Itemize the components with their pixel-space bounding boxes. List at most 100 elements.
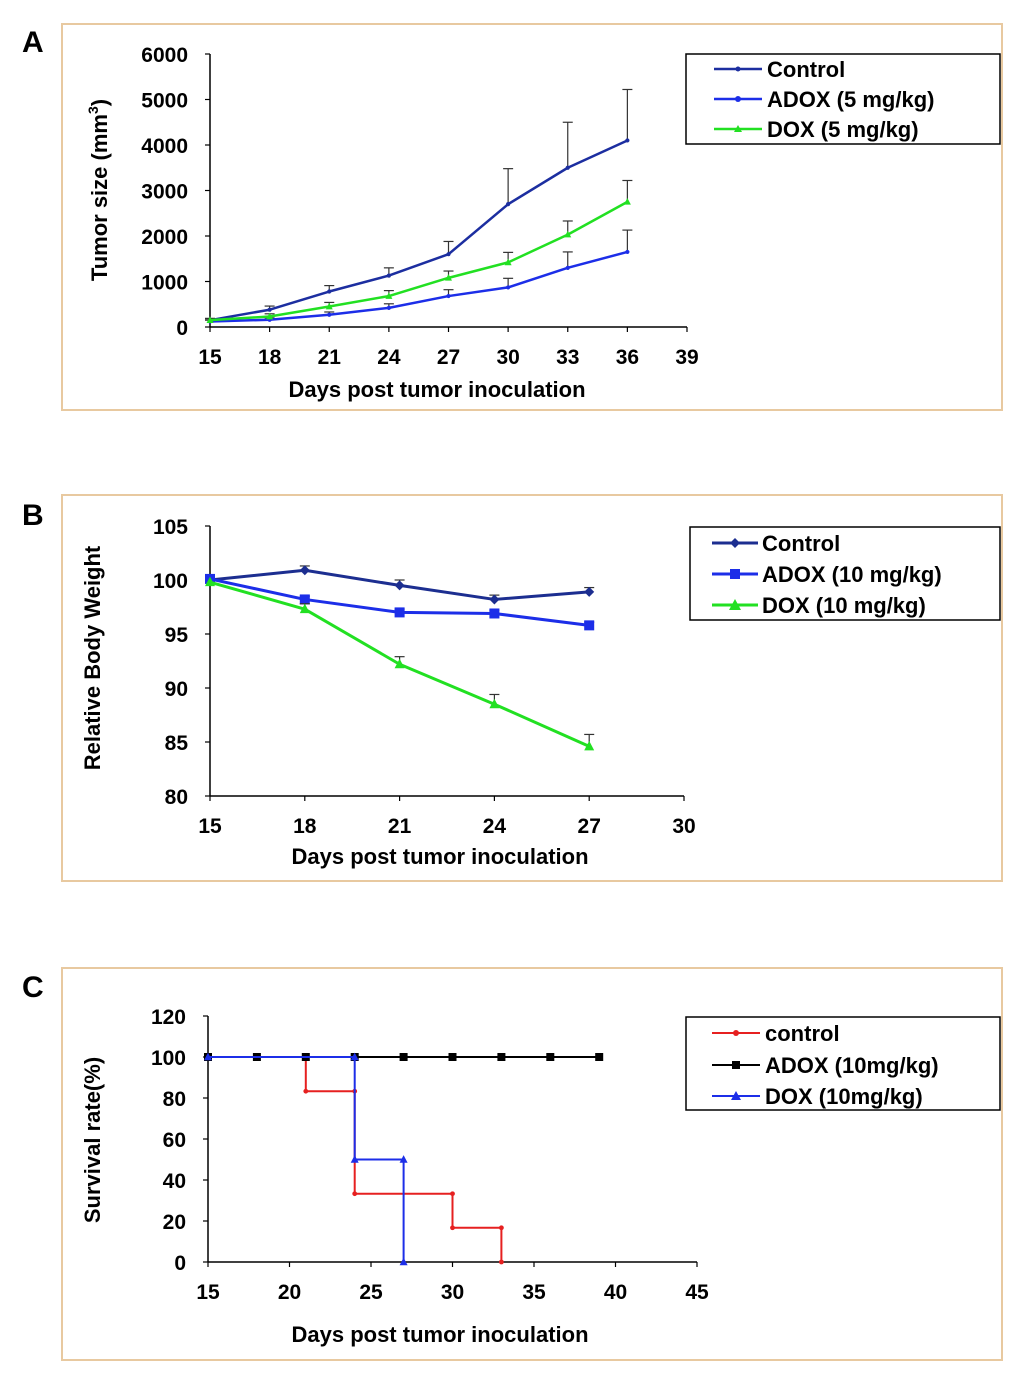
x-tick-label: 20: [278, 1281, 301, 1304]
point-control: [499, 1225, 504, 1231]
point-dox: [350, 1052, 359, 1061]
x-tick-label: 27: [578, 815, 601, 838]
point-adox: [497, 1053, 506, 1061]
x-tick-label: 33: [556, 346, 579, 369]
point-adox: [394, 607, 405, 618]
point-dox: [399, 1155, 408, 1163]
legend-b-label-dox: DOX (10 mg/kg): [762, 593, 926, 618]
point-control: [327, 289, 332, 294]
y-tick-label: 3000: [141, 181, 188, 204]
point-dox: [204, 1052, 212, 1061]
point-dox: [385, 292, 393, 299]
y-tick-label: 105: [153, 516, 188, 539]
y-tick-label: 4000: [141, 135, 188, 158]
point-adox: [386, 305, 391, 310]
point-control: [352, 1191, 358, 1197]
legend-a-marker-dox: [734, 125, 742, 132]
point-control: [303, 1088, 309, 1094]
panel-a-ylabel-sup: 3: [85, 106, 101, 114]
panel-a-letter: A: [22, 26, 44, 59]
panel-c-frame: [61, 967, 1003, 1361]
point-adox: [625, 249, 630, 255]
y-tick-label: 100: [153, 570, 188, 593]
panel-a-plot: 15 18 21 24 27 30 33 36 39 0 1000 2000 3000 4000 5000 6…: [141, 44, 698, 369]
point-dox: [489, 698, 500, 709]
legend-c-marker-dox: [731, 1091, 741, 1100]
point-dox: [350, 1155, 359, 1163]
legend-b-marker-adox: [730, 569, 740, 579]
y-tick-label: 40: [163, 1170, 186, 1193]
legend-a-label-adox: ADOX (5 mg/kg): [767, 87, 934, 112]
point-dox: [564, 230, 572, 238]
y-tick-label: 5000: [141, 90, 188, 113]
x-tick-label: 18: [258, 346, 282, 369]
panel-a-xlabel: Days post tumor inoculation: [288, 377, 585, 402]
y-tick-label: 95: [165, 624, 189, 647]
legend-c-marker-adox: [732, 1061, 740, 1069]
point-control: [584, 586, 595, 597]
x-tick-label: 30: [496, 346, 519, 369]
point-control: [499, 1259, 504, 1265]
point-control: [267, 307, 272, 312]
legend-b-label-adox: ADOX (10 mg/kg): [762, 562, 942, 587]
panel-c-xlabel: Days post tumor inoculation: [291, 1322, 588, 1347]
y-tick-label: 1000: [141, 272, 188, 295]
x-tick-label: 45: [685, 1281, 709, 1304]
x-tick-label: 36: [616, 346, 639, 369]
legend-a-marker-adox: [735, 96, 741, 102]
point-adox: [448, 1053, 457, 1061]
point-dox: [299, 603, 310, 614]
legend-b-marker-dox: [729, 599, 741, 610]
panel-a-frame: [61, 23, 1003, 411]
panel-b-frame: [61, 494, 1003, 882]
point-dox: [445, 274, 452, 281]
panel-b-letter: B: [22, 499, 44, 532]
x-tick-label: 15: [198, 346, 222, 369]
y-tick-label: 6000: [141, 44, 188, 67]
point-adox: [446, 293, 451, 299]
panel-c-legend: control ADOX (10mg/kg) DOX (10mg/kg): [685, 1016, 1001, 1111]
point-control: [446, 252, 451, 257]
panel-b: B 15 18 21 24 27 30 80 85 90 95 100 105 Days post t…: [22, 494, 1003, 882]
x-tick-label: 35: [522, 1281, 546, 1304]
panel-c-ylabel: Survival rate(%): [80, 1057, 105, 1223]
point-dox: [623, 198, 631, 205]
x-tick-label: 21: [318, 346, 342, 369]
panel-a-legend: Control ADOX (5 mg/kg) DOX (5 mg/kg): [685, 53, 1001, 145]
point-control: [489, 594, 500, 605]
x-tick-label: 27: [437, 346, 460, 369]
series-line-control: [209, 139, 628, 322]
panel-a-ylabel: Tumor size (mm3): [85, 99, 112, 281]
x-tick-label: 24: [377, 346, 401, 369]
point-dox: [266, 312, 274, 320]
point-dox: [584, 740, 595, 751]
point-control: [506, 202, 511, 207]
x-tick-label: 30: [441, 1281, 464, 1304]
point-adox: [595, 1053, 604, 1061]
x-tick-label: 18: [293, 815, 317, 838]
y-tick-label: 20: [163, 1211, 186, 1234]
point-control: [394, 580, 405, 591]
series-line-adox: [209, 250, 628, 323]
point-control: [450, 1225, 455, 1231]
point-adox: [399, 1053, 408, 1061]
y-tick-label: 2000: [141, 226, 188, 249]
point-dox: [325, 302, 333, 310]
point-dox: [504, 258, 512, 266]
point-adox: [565, 265, 570, 270]
panel-b-legend: Control ADOX (10 mg/kg) DOX (10 mg/kg): [689, 526, 1001, 621]
y-tick-label: 90: [165, 678, 188, 701]
legend-a-marker-control: [735, 66, 741, 72]
x-tick-label: 40: [604, 1281, 627, 1304]
y-tick-label: 100: [151, 1047, 186, 1070]
point-dox: [399, 1257, 408, 1266]
point-adox: [546, 1053, 555, 1061]
point-dox: [205, 576, 215, 587]
panel-a: A 15 18 21 24 27 30 33 36 39 0 1000 2000 3000 4000 500…: [22, 23, 1003, 411]
panel-a-ylabel-post: ): [87, 99, 112, 106]
y-tick-label: 0: [174, 1252, 186, 1275]
series-line-dox: [209, 200, 628, 322]
x-tick-label: 39: [675, 346, 698, 369]
x-tick-label: 15: [198, 815, 222, 838]
